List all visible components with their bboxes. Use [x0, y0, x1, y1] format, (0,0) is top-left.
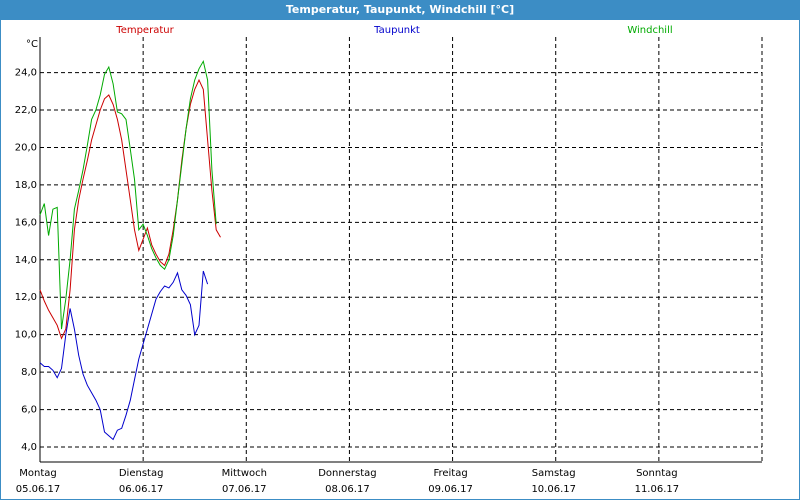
y-tick-label: 14,0 — [15, 255, 37, 266]
y-tick-label: 8,0 — [21, 367, 37, 378]
x-tick-date: 05.06.17 — [16, 484, 61, 495]
y-tick-label: 16,0 — [15, 217, 37, 228]
x-tick-date: 11.06.17 — [635, 484, 680, 495]
chart-title: Temperatur, Taupunkt, Windchill [°C] — [286, 3, 514, 16]
series-line — [39, 270, 209, 441]
legend-entry: Temperatur — [115, 25, 174, 36]
x-tick-date: 08.06.17 — [325, 484, 370, 495]
y-tick-label: 20,0 — [15, 142, 37, 153]
y-tick-label: 12,0 — [15, 292, 37, 303]
x-tick-label: Freitag — [433, 468, 467, 479]
y-tick-label: 18,0 — [15, 180, 37, 191]
y-tick-label: 4,0 — [21, 442, 37, 453]
title-bar — [0, 0, 800, 20]
x-tick-label: Dienstag — [119, 468, 164, 479]
x-tick-label: Donnerstag — [318, 468, 376, 479]
y-unit: °C — [26, 39, 38, 50]
y-tick-label: 10,0 — [15, 330, 37, 341]
x-tick-label: Sonntag — [636, 468, 678, 479]
x-tick-date: 07.06.17 — [222, 484, 267, 495]
x-tick-label: Montag — [19, 468, 56, 479]
x-tick-label: Mittwoch — [222, 468, 267, 479]
x-tick-label: Samstag — [532, 468, 576, 479]
legend-entry: Taupunkt — [373, 25, 420, 36]
x-tick-date: 06.06.17 — [119, 484, 164, 495]
x-tick-date: 10.06.17 — [531, 484, 576, 495]
y-tick-label: 22,0 — [15, 105, 37, 116]
y-tick-label: 6,0 — [21, 405, 37, 416]
series-line — [39, 78, 221, 340]
legend-entry: Windchill — [627, 25, 672, 36]
series-line — [39, 59, 217, 330]
x-tick-date: 09.06.17 — [428, 484, 473, 495]
y-tick-label: 24,0 — [15, 68, 37, 79]
